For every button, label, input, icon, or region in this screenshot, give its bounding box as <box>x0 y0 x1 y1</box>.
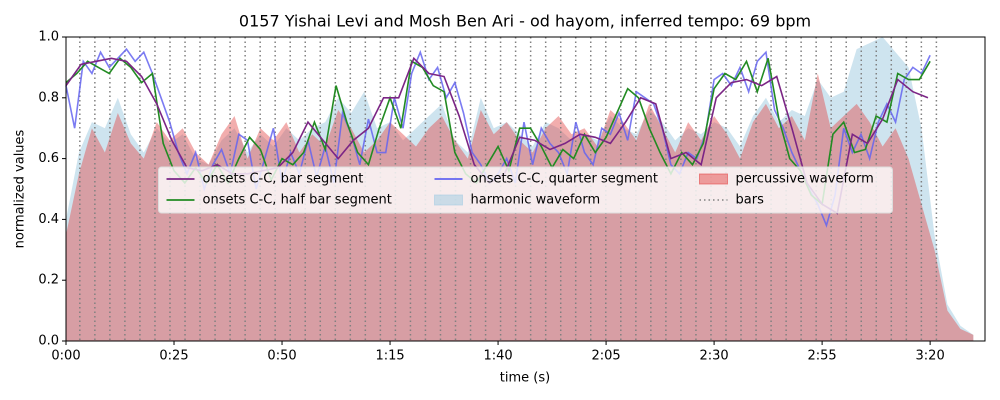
legend-label: onsets C-C, quarter segment <box>471 172 658 187</box>
y-tick-label: 0.8 <box>38 90 59 105</box>
legend: onsets C-C, bar segment onsets C-C, half … <box>158 166 893 214</box>
x-tick-label: 2:05 <box>591 349 620 364</box>
x-tick-label: 2:30 <box>699 349 728 364</box>
x-tick-label: 0:00 <box>51 349 80 364</box>
legend-label: onsets C-C, half bar segment <box>203 193 392 208</box>
x-tick-label: 1:15 <box>375 349 404 364</box>
x-tick-label: 2:55 <box>808 349 837 364</box>
x-tick-label: 0:25 <box>159 349 188 364</box>
x-tick-label: 0:50 <box>267 349 296 364</box>
y-tick-label: 0.6 <box>38 151 59 166</box>
x-tick-label: 1:40 <box>483 349 512 364</box>
legend-label: onsets C-C, bar segment <box>203 172 364 187</box>
legend-swatch <box>434 194 463 206</box>
y-tick-label: 1.0 <box>38 30 59 45</box>
legend-label: percussive waveform <box>736 172 874 187</box>
y-tick-label: 0.4 <box>38 212 59 227</box>
legend-swatch <box>699 173 728 185</box>
legend-label: bars <box>736 193 765 208</box>
axes-frame <box>65 36 986 342</box>
y-tick-label: 0.0 <box>38 334 59 349</box>
legend-label: harmonic waveform <box>471 193 601 208</box>
chart-title: 0157 Yishai Levi and Mosh Ben Ari - od h… <box>239 12 811 31</box>
x-tick-label: 3:20 <box>916 349 945 364</box>
x-axis-label: time (s) <box>500 371 550 386</box>
y-axis-label: normalized values <box>13 129 28 248</box>
y-tick-label: 0.2 <box>38 273 59 288</box>
